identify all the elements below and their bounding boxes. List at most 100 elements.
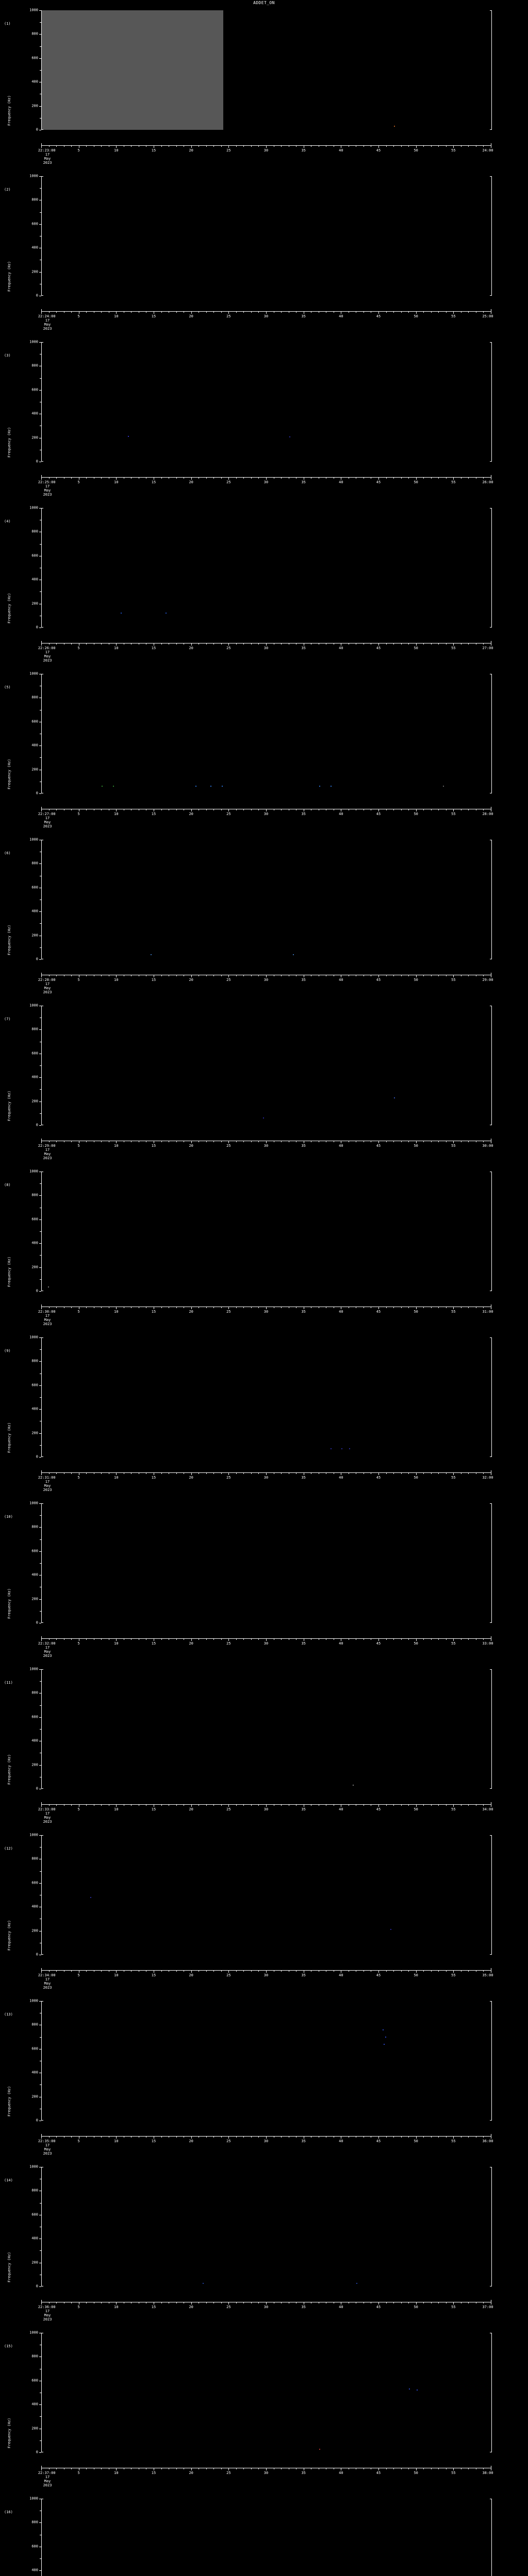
time-tick-minor (258, 2302, 259, 2303)
time-tick-minor (236, 311, 237, 313)
time-tick-major (416, 1307, 417, 1309)
time-tick-minor (483, 1472, 484, 1474)
time-tick-major (228, 145, 229, 148)
plot-area[interactable] (41, 1669, 492, 1789)
time-tick-minor (446, 1970, 447, 1972)
y-tick-label: 0 (36, 1786, 38, 1791)
time-tick-minor (401, 975, 402, 976)
time-tick-minor (71, 1804, 72, 1806)
time-axis-endcap (41, 2134, 42, 2137)
plot-area[interactable] (41, 1503, 492, 1623)
plot-area[interactable] (41, 508, 492, 628)
y-tick (39, 2522, 41, 2523)
time-tick-minor (446, 477, 447, 479)
time-tick-minor (48, 809, 50, 810)
time-tick-minor (483, 1970, 484, 1972)
time-tick-label: 22:37:00 (38, 2471, 56, 2475)
plot-area[interactable] (41, 1835, 492, 1955)
time-tick-label: 20 (189, 2139, 193, 2143)
y-tick-label: 0 (36, 2450, 38, 2454)
time-tick-minor (213, 809, 214, 810)
y-tick-label: 600 (31, 2212, 38, 2217)
time-tick-minor (281, 1804, 282, 1806)
plot-area[interactable] (41, 1172, 492, 1291)
y-tick-minor (40, 1539, 41, 1540)
panel-index-label: (3) (4, 353, 11, 358)
time-tick-minor (386, 1970, 387, 1972)
time-tick-minor (281, 1472, 282, 1474)
time-tick-minor (258, 1638, 259, 1640)
axis-corner-cap (490, 129, 491, 130)
y-tick-minor (40, 1279, 41, 1280)
time-tick-label: 25 (226, 646, 231, 650)
y-tick-label: 200 (31, 1099, 38, 1104)
time-tick-minor (393, 145, 394, 147)
time-tick-major (416, 1970, 417, 1973)
y-tick (39, 176, 41, 177)
y-tick-label: 400 (31, 411, 38, 416)
time-tick-label: 5 (77, 314, 80, 318)
y-axis-label: Frequency (Hz) (7, 1920, 11, 1951)
time-tick-label: 5 (77, 646, 80, 650)
plot-area[interactable] (41, 342, 492, 462)
time-tick-minor (258, 311, 259, 313)
y-tick (39, 1717, 41, 1718)
time-tick-minor (221, 1141, 222, 1142)
time-tick-minor (56, 145, 57, 147)
y-tick-minor (40, 923, 41, 924)
plot-area[interactable] (41, 176, 492, 296)
time-tick-minor (438, 975, 439, 976)
time-tick-label: 29:00 (482, 978, 493, 982)
time-tick-minor (243, 2136, 244, 2138)
time-tick-minor (71, 809, 72, 810)
time-tick-label: 55 (451, 1476, 456, 1480)
axis-corner-cap (490, 1456, 491, 1457)
y-tick-label: 600 (31, 1383, 38, 1387)
detection-marker (150, 954, 152, 955)
detection-marker (195, 786, 196, 787)
time-tick-minor (438, 2302, 439, 2303)
time-tick-minor (386, 145, 387, 147)
time-tick-minor (423, 1141, 424, 1142)
plot-area[interactable] (41, 674, 492, 793)
time-tick-minor (393, 643, 394, 645)
time-tick-major (191, 1970, 192, 1973)
time-axis-endcap (41, 973, 42, 975)
time-tick-minor (431, 145, 432, 147)
plot-area[interactable] (41, 2001, 492, 2121)
axis-date-label: 17 May 2023 (43, 484, 52, 497)
y-tick (39, 793, 41, 794)
plot-area[interactable] (41, 2333, 492, 2452)
time-tick-major (378, 809, 379, 811)
time-tick-minor (408, 1307, 409, 1308)
time-tick-minor (483, 809, 484, 810)
time-tick-minor (101, 1638, 102, 1640)
detection-marker (102, 786, 103, 787)
y-tick-label: 1000 (29, 837, 38, 842)
time-tick-minor (86, 1141, 87, 1142)
time-tick-minor (251, 477, 252, 479)
time-tick-minor (446, 2468, 447, 2469)
plot-area[interactable] (41, 2167, 492, 2286)
time-tick-label: 35 (301, 978, 306, 982)
axis-corner-cap (490, 1954, 491, 1955)
plot-area[interactable] (41, 10, 492, 130)
time-tick-major (116, 2302, 117, 2304)
time-tick-minor (236, 2136, 237, 2138)
time-tick-minor (258, 1970, 259, 1972)
time-tick-minor (408, 975, 409, 976)
time-tick-minor (161, 1141, 162, 1142)
plot-area[interactable] (41, 840, 492, 959)
y-tick-label: 800 (31, 2188, 38, 2193)
time-tick-minor (71, 1472, 72, 1474)
plot-area[interactable] (41, 1337, 492, 1457)
plot-area[interactable] (41, 1006, 492, 1125)
time-tick-minor (483, 2468, 484, 2469)
time-tick-minor (431, 2468, 432, 2469)
time-tick-minor (176, 643, 177, 645)
detection-marker (221, 786, 223, 787)
plot-area[interactable] (41, 2499, 492, 2576)
time-tick-major (191, 1472, 192, 1475)
time-tick-label: 30 (263, 812, 269, 816)
